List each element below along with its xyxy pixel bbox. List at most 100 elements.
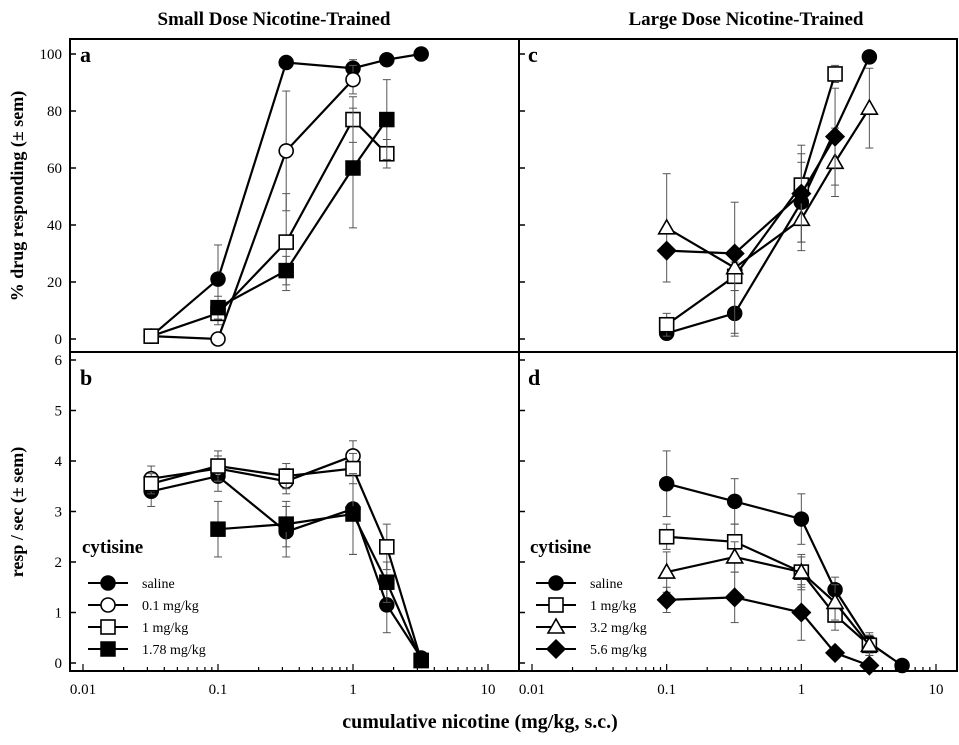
x-tick-label: 0.01	[70, 682, 96, 698]
legend-left-label: 0.1 mg/kg	[142, 599, 199, 614]
x-tick-label: 10	[929, 682, 944, 698]
series-line	[150, 474, 423, 659]
data-point	[278, 54, 294, 71]
data-point	[345, 160, 361, 176]
legend-right-marker	[548, 597, 564, 613]
x-axis-label: cumulative nicotine (mg/kg, s.c.)	[342, 711, 618, 733]
panel-letter-a: a	[80, 42, 91, 67]
data-point	[657, 218, 677, 235]
data-point	[824, 642, 846, 663]
series-line	[151, 454, 354, 483]
data-point	[379, 574, 395, 590]
y-tick-label: 20	[47, 275, 62, 291]
data-point	[379, 111, 395, 128]
x-tick-label: 0.1	[209, 682, 228, 698]
panel-a: a 0 20 40 60 80 100	[40, 42, 429, 348]
legend-left-marker	[100, 619, 116, 635]
plot-area: a 0 20 40 60 80 100 b 0 1 2 3 4 5 6 0.01 0.1 1 10 c d 0.01 0.1…	[40, 38, 958, 698]
legend-left-marker	[100, 641, 116, 657]
data-point	[724, 587, 745, 608]
data-point	[859, 635, 879, 653]
x-tick-label: 0.01	[519, 682, 545, 698]
x-tick-label: 10	[481, 682, 496, 698]
data-point	[210, 299, 226, 316]
data-point	[210, 521, 226, 537]
data-point	[210, 331, 226, 347]
legend-right-label: 3.2 mg/kg	[590, 621, 647, 636]
series-b-1-78-mg-kg	[210, 473, 429, 669]
series-c-5-6-mg-kg	[656, 87, 846, 264]
y-tick-label: 4	[55, 454, 63, 470]
data-point	[210, 458, 226, 474]
panel-letter-c: c	[528, 42, 538, 67]
panel-b: b 0 1 2 3 4 5 6 0.01 0.1 1 10	[55, 353, 496, 698]
panel-d: d 0.01 0.1 1 10	[519, 359, 944, 698]
data-point	[894, 657, 910, 674]
legend-left-label: 1 mg/kg	[142, 621, 188, 636]
y-tick-label: 3	[55, 505, 63, 521]
y-tick-label: 100	[40, 47, 63, 63]
data-point	[827, 66, 843, 82]
legend-left-marker	[100, 597, 116, 613]
data-point	[791, 183, 812, 204]
data-point	[345, 506, 361, 522]
x-tick-label: 0.1	[657, 682, 676, 698]
legend-left: cytisine saline 0.1 mg/kg 1 mg/kg 1.78 mg/kg	[82, 537, 206, 658]
data-point	[379, 539, 395, 555]
y-tick-label: 2	[55, 555, 63, 571]
left-column-title: Small Dose Nicotine-Trained	[158, 9, 391, 30]
series-line	[150, 464, 423, 661]
panel-frames	[69, 38, 958, 672]
data-point	[859, 98, 879, 115]
panel-letter-d: d	[528, 365, 540, 390]
x-tick-label: 1	[798, 682, 806, 698]
y-tick-label: 80	[47, 104, 62, 120]
data-point	[345, 71, 361, 88]
series-d-3-2-mg-kg	[657, 541, 879, 656]
data-point	[143, 475, 159, 492]
data-point	[656, 589, 677, 610]
data-point	[791, 602, 812, 623]
data-point	[793, 511, 810, 527]
legend-left-title: cytisine	[82, 537, 143, 558]
series-c-saline	[658, 49, 878, 342]
legends: cytisine saline 0.1 mg/kg 1 mg/kg 1.78 mg/kg…	[82, 537, 647, 660]
legend-left-marker	[100, 575, 116, 591]
y-tick-label: 0	[55, 332, 63, 348]
bottom-y-axis-label: resp / sec (± sem)	[7, 447, 28, 578]
data-point	[791, 562, 811, 579]
series-a-1-mg-kg	[143, 96, 395, 344]
legend-left-label: 1.78 mg/kg	[142, 643, 206, 658]
legend-right-label: saline	[590, 577, 623, 592]
right-column-title: Large Dose Nicotine-Trained	[629, 9, 864, 30]
data-point	[724, 243, 745, 264]
series-line	[666, 73, 837, 326]
series-line	[666, 56, 871, 335]
legend-right-marker	[548, 575, 564, 591]
data-point	[725, 258, 745, 275]
series-a-1-78-mg-kg	[210, 79, 395, 320]
data-point	[278, 262, 294, 279]
data-point	[658, 475, 675, 492]
series-d-5-6-mg-kg	[656, 571, 880, 676]
legend-right-marker	[545, 638, 567, 660]
series-d-1-mg-kg	[658, 523, 878, 656]
data-point	[658, 528, 675, 545]
series-line	[151, 78, 354, 341]
legend-right-label: 5.6 mg/kg	[590, 643, 647, 658]
series-a-0-1-mg-kg	[143, 64, 361, 347]
series-line	[217, 118, 388, 309]
data-point	[657, 562, 677, 579]
data-point	[413, 652, 429, 669]
series-c-1-mg-kg	[658, 64, 843, 337]
data-point	[658, 316, 675, 333]
data-point	[278, 234, 294, 250]
top-y-axis-label: % drug responding (± sem)	[7, 91, 28, 302]
data-point	[413, 46, 429, 62]
data-point	[656, 240, 677, 261]
series-line	[666, 136, 837, 255]
data-point	[861, 49, 878, 65]
data-point	[278, 516, 294, 532]
